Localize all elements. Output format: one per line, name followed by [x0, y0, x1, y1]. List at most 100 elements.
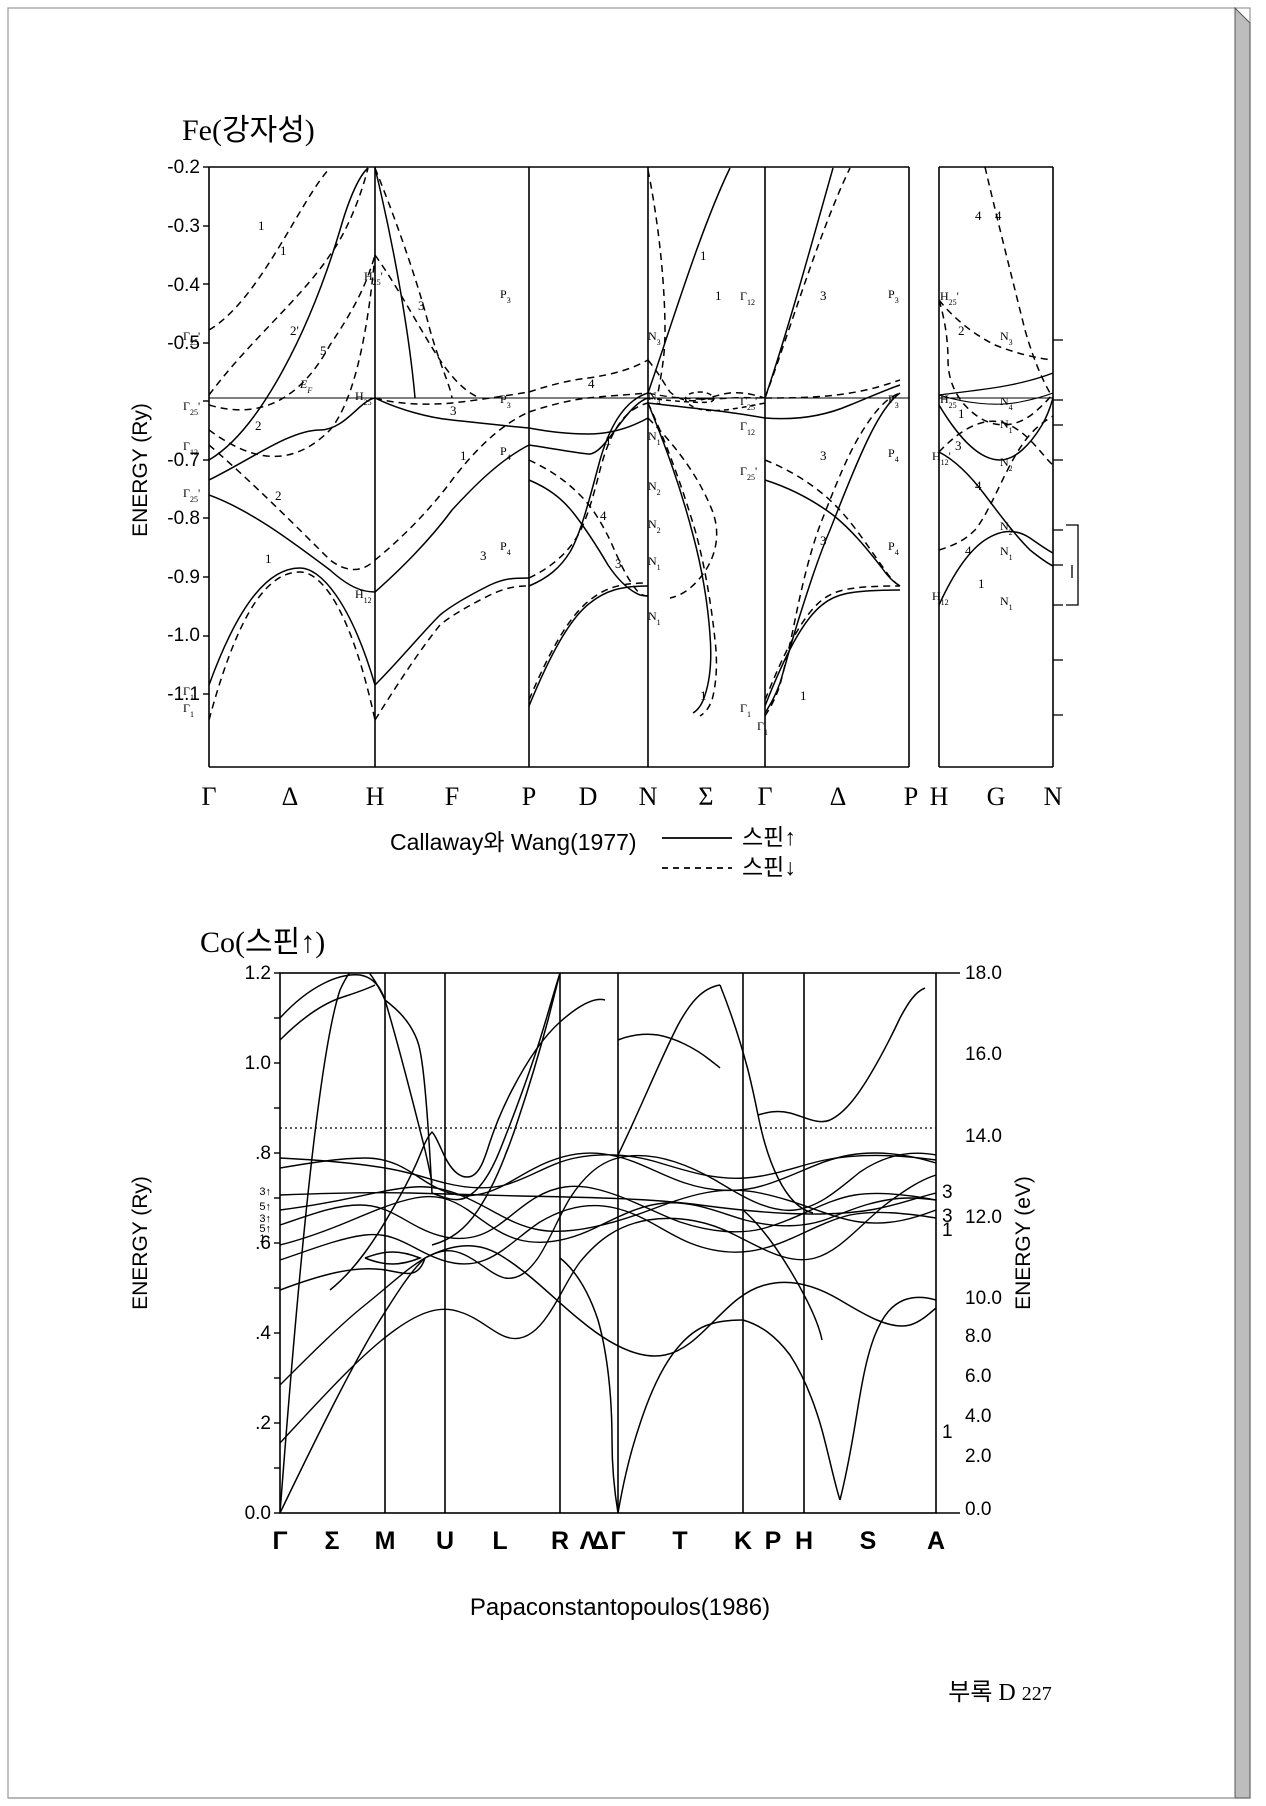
- svg-text:3: 3: [820, 533, 827, 548]
- svg-text:T: T: [672, 1527, 687, 1555]
- svg-text:ENERGY (Ry): ENERGY (Ry): [129, 1176, 152, 1310]
- svg-text:18.0: 18.0: [965, 963, 1002, 984]
- svg-text:1↑: 1↑: [259, 1233, 271, 1245]
- svg-text:Γ25': Γ25': [740, 464, 757, 482]
- svg-text:1: 1: [800, 688, 807, 703]
- svg-text:P4: P4: [888, 446, 899, 464]
- svg-text:3: 3: [942, 1182, 953, 1203]
- svg-text:부록 D 227: 부록 D 227: [948, 1680, 1052, 1706]
- svg-text:10.0: 10.0: [965, 1288, 1002, 1309]
- svg-text:F: F: [445, 782, 459, 811]
- svg-text:.8: .8: [255, 1143, 271, 1164]
- svg-text:G: G: [987, 782, 1006, 811]
- svg-text:14.0: 14.0: [965, 1126, 1002, 1147]
- svg-text:8.0: 8.0: [965, 1326, 991, 1347]
- svg-text:H12': H12': [932, 449, 951, 467]
- svg-text:P: P: [765, 1527, 782, 1555]
- svg-text:Σ: Σ: [324, 1527, 339, 1555]
- svg-text:.2: .2: [255, 1413, 271, 1434]
- svg-text:1: 1: [280, 243, 287, 258]
- svg-text:ENERGY (eV): ENERGY (eV): [1012, 1176, 1035, 1310]
- svg-text:1: 1: [258, 218, 265, 233]
- svg-text:N1: N1: [648, 554, 661, 572]
- svg-text:N4: N4: [1000, 394, 1013, 412]
- svg-text:1: 1: [460, 448, 467, 463]
- svg-text:P4: P4: [888, 539, 899, 557]
- svg-text:-0.2: -0.2: [167, 157, 200, 178]
- svg-text:H: H: [795, 1527, 813, 1555]
- svg-text:Γ25': Γ25': [183, 399, 200, 417]
- svg-text:3: 3: [450, 403, 457, 418]
- svg-text:Fe(강자성): Fe(강자성): [182, 114, 315, 147]
- svg-text:Γ: Γ: [272, 1527, 287, 1555]
- svg-text:4.0: 4.0: [965, 1406, 991, 1427]
- svg-text:Γ12: Γ12: [740, 289, 755, 307]
- svg-text:1: 1: [942, 1220, 953, 1241]
- svg-text:16.0: 16.0: [965, 1044, 1002, 1065]
- svg-text:3: 3: [615, 556, 622, 571]
- svg-text:Γ1: Γ1: [757, 719, 768, 737]
- svg-text:N2: N2: [648, 517, 661, 535]
- svg-text:스핀↓: 스핀↓: [742, 854, 796, 880]
- svg-text:4: 4: [965, 543, 972, 558]
- svg-text:1: 1: [265, 551, 272, 566]
- svg-text:N1: N1: [1000, 594, 1013, 612]
- svg-text:2: 2: [255, 418, 262, 433]
- svg-text:P4: P4: [500, 539, 511, 557]
- svg-text:Δ: Δ: [830, 782, 847, 811]
- svg-text:2: 2: [958, 323, 965, 338]
- svg-text:H25': H25': [940, 392, 959, 410]
- svg-text:Γ1: Γ1: [740, 701, 751, 719]
- svg-text:4: 4: [995, 208, 1002, 223]
- svg-text:Co(스핀↑): Co(스핀↑): [200, 926, 325, 959]
- svg-text:-1.0: -1.0: [167, 625, 200, 646]
- svg-text:Γ12: Γ12: [740, 419, 755, 437]
- svg-text:M: M: [375, 1527, 396, 1555]
- svg-text:1: 1: [700, 688, 707, 703]
- svg-text:1: 1: [605, 433, 612, 448]
- svg-text:1: 1: [978, 576, 985, 591]
- svg-text:Σ: Σ: [698, 782, 713, 811]
- svg-text:P: P: [522, 782, 536, 811]
- svg-text:N3: N3: [1000, 329, 1013, 347]
- svg-text:1: 1: [958, 406, 965, 421]
- svg-text:-0.3: -0.3: [167, 216, 200, 237]
- svg-text:R: R: [551, 1527, 569, 1555]
- svg-text:P3: P3: [888, 287, 899, 305]
- svg-text:ENERGY (Ry): ENERGY (Ry): [129, 403, 152, 537]
- svg-text:4: 4: [600, 508, 607, 523]
- svg-text:4: 4: [588, 376, 595, 391]
- svg-text:Γ25': Γ25': [740, 394, 757, 412]
- svg-text:H12: H12: [355, 587, 372, 605]
- svg-text:1: 1: [700, 248, 707, 263]
- svg-text:N3: N3: [648, 329, 661, 347]
- svg-text:3: 3: [418, 298, 425, 313]
- svg-text:N1: N1: [648, 609, 661, 627]
- svg-text:3: 3: [480, 548, 487, 563]
- svg-text:L: L: [492, 1527, 507, 1555]
- svg-text:Γ25': Γ25': [183, 486, 200, 504]
- svg-text:4: 4: [975, 478, 982, 493]
- svg-text:A: A: [927, 1527, 945, 1555]
- svg-text:S: S: [860, 1527, 877, 1555]
- svg-text:3: 3: [820, 448, 827, 463]
- svg-text:N2: N2: [648, 479, 661, 497]
- svg-text:0.0: 0.0: [245, 1503, 271, 1524]
- svg-text:Δ: Δ: [591, 1527, 609, 1555]
- svg-text:Δ: Δ: [282, 782, 299, 811]
- svg-text:P4: P4: [500, 444, 511, 462]
- svg-text:-0.8: -0.8: [167, 508, 200, 529]
- svg-text:2': 2': [290, 323, 299, 338]
- svg-text:3: 3: [820, 288, 827, 303]
- svg-text:Γ: Γ: [201, 782, 216, 811]
- svg-text:H: H: [366, 782, 385, 811]
- svg-text:5↑: 5↑: [259, 1201, 271, 1213]
- svg-text:2.0: 2.0: [965, 1446, 991, 1467]
- svg-text:2: 2: [275, 488, 282, 503]
- svg-text:1: 1: [715, 288, 722, 303]
- svg-text:K: K: [734, 1527, 752, 1555]
- svg-text:H25: H25: [355, 389, 372, 407]
- svg-text:0.0: 0.0: [965, 1499, 991, 1520]
- svg-text:P: P: [904, 782, 918, 811]
- svg-text:3↑: 3↑: [259, 1186, 271, 1198]
